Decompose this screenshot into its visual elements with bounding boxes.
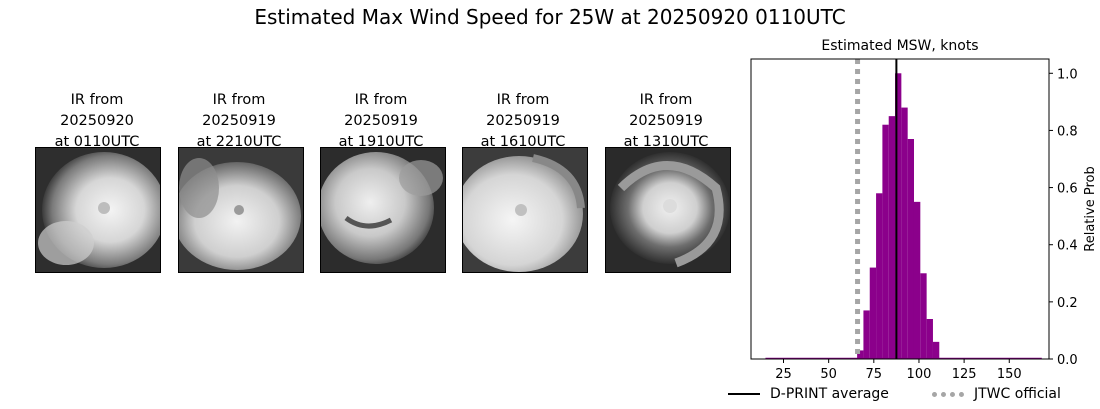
histogram-bar-2: [863, 310, 870, 359]
ir-panel-title-4: IR from 20250919 at 1610UTC: [480, 92, 566, 150]
histogram-bar-6: [888, 116, 896, 360]
histogram-bar-3: [869, 267, 877, 359]
x-tick-label: 100: [907, 367, 932, 382]
y-tick-label: 0.8: [1057, 124, 1078, 139]
histogram-bar-1: [857, 350, 864, 359]
legend-dprint-swatch: [728, 393, 760, 395]
x-tick-label: 50: [820, 367, 837, 382]
histogram-bar-10: [913, 201, 921, 359]
histogram-bar-7: [895, 73, 902, 360]
histogram-bar-12: [926, 319, 933, 359]
histogram-bar-4: [876, 193, 883, 359]
x-tick-label: 150: [997, 367, 1022, 382]
histogram-bar-5: [882, 124, 889, 359]
histogram-bar-8: [901, 107, 908, 359]
ir-panel-title-2: IR from 20250919 at 2210UTC: [196, 92, 282, 150]
ir-satellite-image-1: [35, 147, 161, 273]
ir-satellite-image-3: [320, 147, 446, 273]
legend-jtwc-swatch: [932, 391, 964, 397]
y-tick-label: 0.0: [1057, 353, 1078, 368]
figure-title: Estimated Max Wind Speed for 25W at 2025…: [254, 5, 846, 29]
ir-panel-title-5: IR from 20250919 at 1310UTC: [623, 92, 709, 150]
ir-panel-title-1: IR from 20250920 at 0110UTC: [54, 92, 140, 150]
x-tick-label: 125: [952, 367, 977, 382]
y-tick-label: 0.4: [1057, 239, 1078, 254]
y-axis-label: Relative Prob: [1083, 166, 1098, 251]
histogram-bar-11: [920, 273, 927, 359]
chart-title: Estimated MSW, knots: [821, 38, 978, 54]
ir-panel-title-3: IR from 20250919 at 1910UTC: [338, 92, 424, 150]
x-tick-label: 25: [775, 367, 792, 382]
histogram-bar-13: [932, 341, 940, 359]
y-tick-label: 1.0: [1057, 67, 1078, 82]
y-tick-label: 0.2: [1057, 296, 1078, 311]
ir-satellite-image-5: [605, 147, 731, 273]
ir-satellite-image-4: [462, 147, 588, 273]
x-tick-label: 75: [866, 367, 883, 382]
histogram-bar-9: [907, 139, 914, 359]
ir-satellite-image-2: [178, 147, 304, 273]
plot-frame: [750, 58, 1050, 360]
legend-jtwc: JTWC official: [932, 386, 1061, 402]
y-tick-label: 0.6: [1057, 182, 1078, 197]
legend-dprint: D-PRINT average: [728, 386, 889, 402]
